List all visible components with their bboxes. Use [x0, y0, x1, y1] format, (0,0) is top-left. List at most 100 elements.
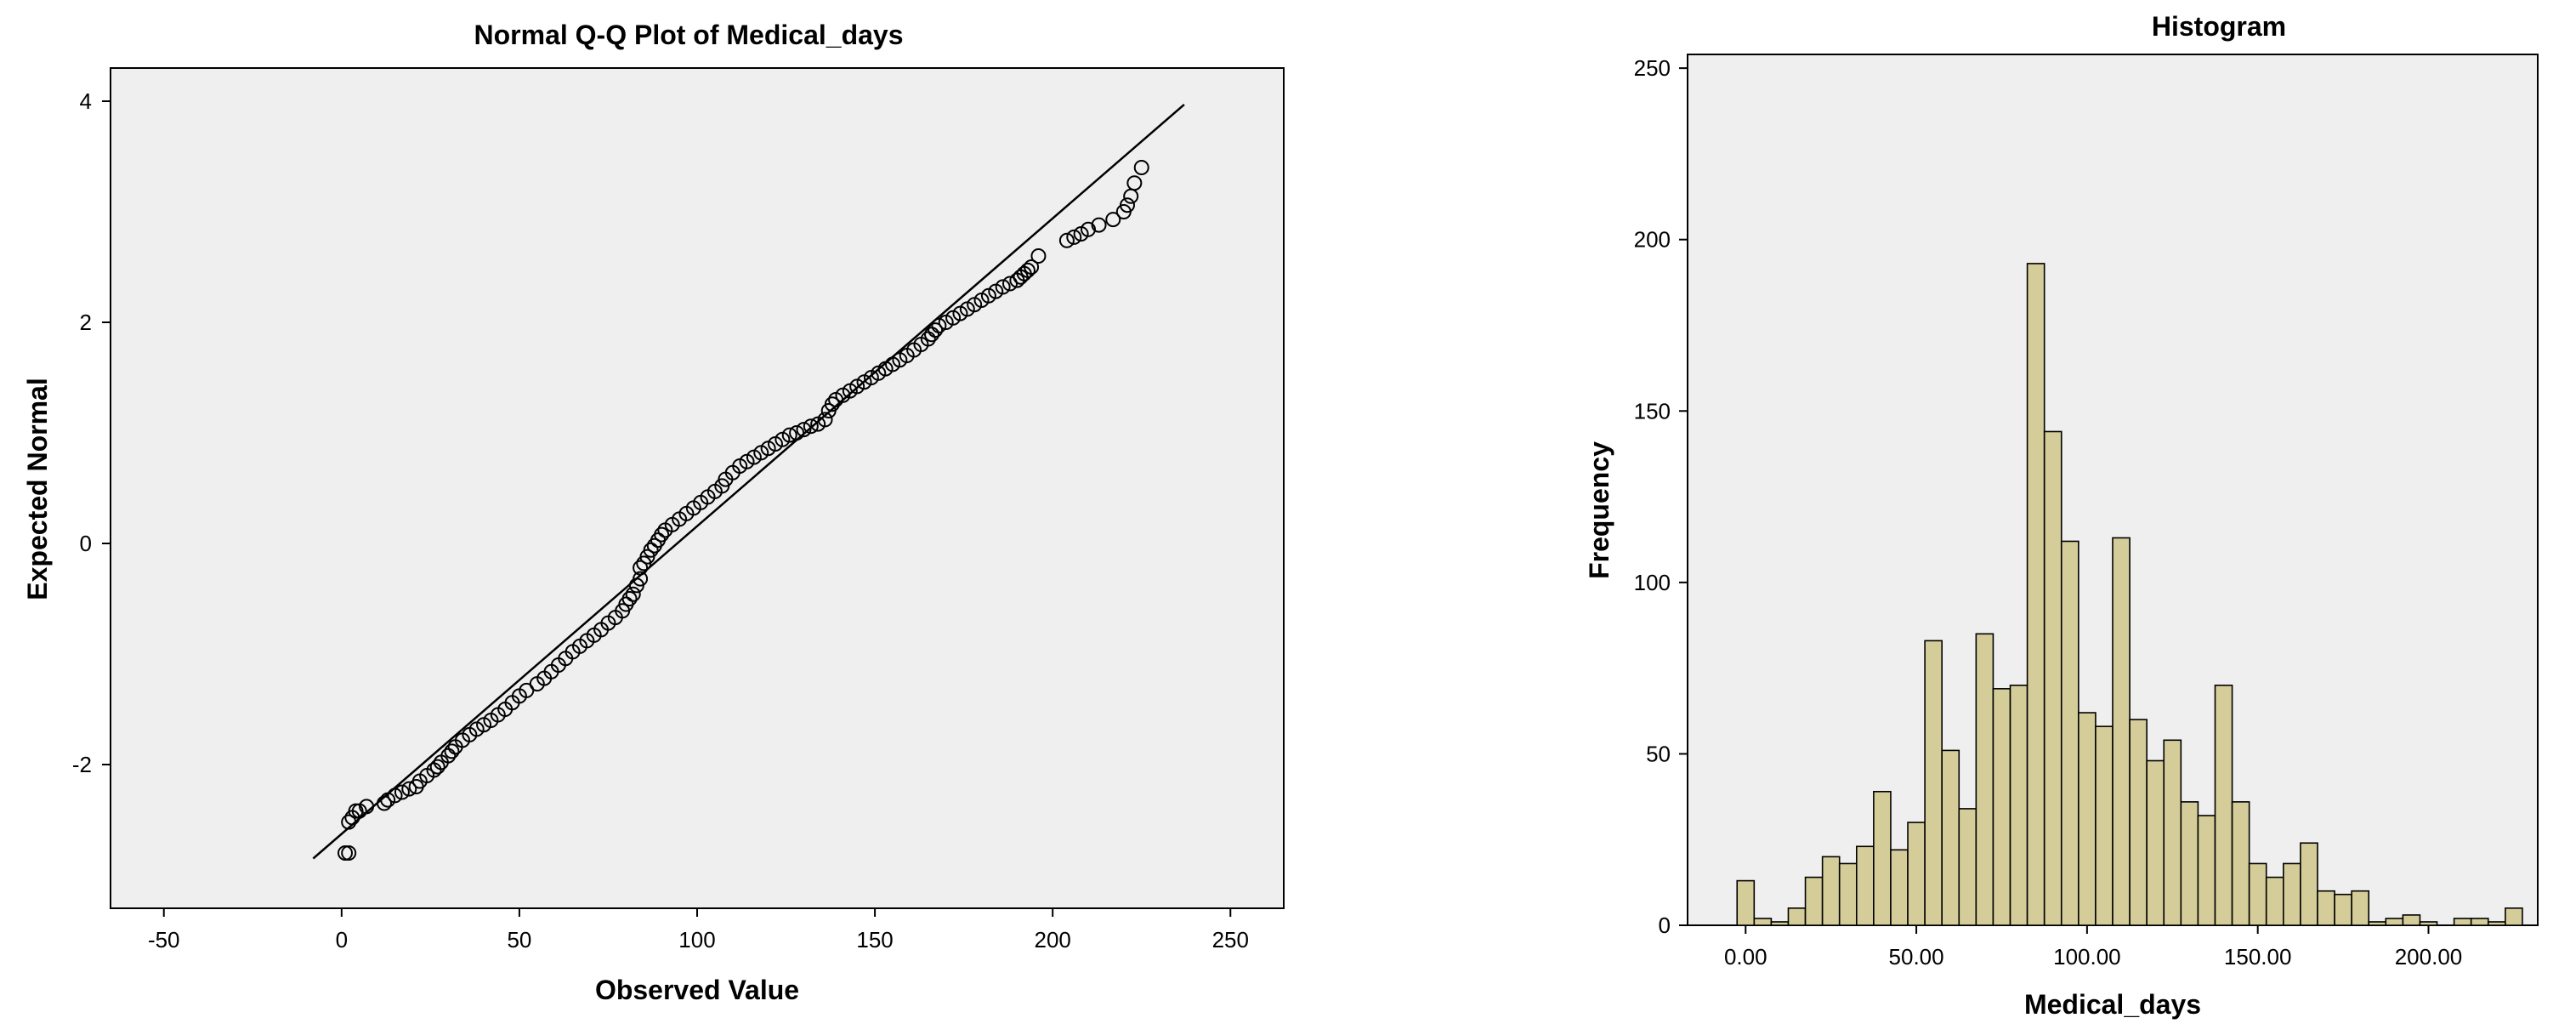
histogram-bar	[2317, 890, 2335, 926]
histogram-bars-layer	[1736, 263, 2523, 926]
qq-point	[341, 845, 357, 861]
histogram-y-tick-label: 100	[1634, 570, 1671, 595]
histogram-bar	[2283, 862, 2301, 926]
histogram-bar	[1907, 822, 1926, 926]
qq-point	[377, 795, 392, 811]
qq-reference-line-layer	[312, 103, 1185, 860]
qq-point	[1126, 175, 1143, 191]
qq-x-tick-label: 50	[507, 927, 531, 953]
qq-x-tick-label: 200	[1034, 927, 1070, 953]
histogram-bar	[1804, 876, 1824, 926]
histogram-bar	[2453, 918, 2472, 926]
histogram-bar	[2265, 876, 2284, 926]
histogram-bar	[1838, 862, 1858, 926]
qq-point	[1133, 160, 1149, 175]
qq-point	[654, 526, 670, 543]
qq-points-layer	[338, 160, 1149, 861]
histogram-bar	[2197, 815, 2216, 926]
qq-point	[519, 682, 535, 698]
qq-point	[789, 425, 805, 441]
qq-point	[621, 591, 638, 606]
histogram-bar	[2300, 842, 2318, 926]
qq-point	[928, 322, 944, 338]
qq-point	[429, 759, 445, 775]
qq-point	[633, 560, 649, 576]
histogram-y-tick-label: 250	[1634, 55, 1671, 81]
histogram-bar	[1873, 790, 1892, 926]
histogram-x-tick-label: 0.00	[1724, 944, 1767, 970]
histogram-bar	[2214, 684, 2233, 926]
qq-point	[1019, 262, 1036, 278]
qq-point	[401, 781, 417, 797]
histogram-bar	[1736, 879, 1756, 926]
histogram-x-tick-label: 50.00	[1889, 944, 1944, 970]
qq-y-axis-label: Expected Normal	[22, 378, 53, 600]
histogram-bar	[1753, 918, 1773, 926]
qq-point	[796, 422, 812, 438]
histogram-bar	[2026, 263, 2045, 926]
histogram-bar	[2470, 918, 2489, 926]
qq-x-tick-label: 150	[856, 927, 893, 953]
histogram-y-tick-label: 50	[1646, 741, 1671, 766]
histogram-bar	[2487, 921, 2506, 926]
histogram-y-axis-label: Frequency	[1584, 441, 1614, 579]
qq-point	[1024, 259, 1040, 275]
qq-point	[1081, 221, 1096, 237]
qq-point	[781, 427, 797, 443]
histogram-y-tick-label: 150	[1634, 398, 1671, 424]
qq-point	[1091, 217, 1107, 233]
histogram-bar	[2112, 537, 2131, 926]
histogram-x-ticks: 0.00 50.00 100.00 150.00 200.00	[1724, 925, 2462, 970]
qq-y-tick-label: 2	[80, 310, 92, 335]
qq-point	[338, 845, 353, 861]
histogram-bar	[1924, 640, 1943, 926]
qq-y-tick-label: 0	[80, 531, 92, 556]
histogram-bar	[2129, 719, 2148, 926]
histogram-bar	[2385, 918, 2404, 926]
histogram-y-tick-label: 200	[1634, 227, 1671, 253]
histogram-bar	[2163, 739, 2182, 926]
qq-plot-panel: Normal Q-Q Plot of Medical_days -50 0 50 10…	[22, 20, 1285, 1005]
qq-point	[995, 279, 1011, 295]
histogram-x-tick-label: 100.00	[2053, 944, 2121, 970]
qq-point	[1120, 197, 1135, 213]
histogram-bar	[2368, 921, 2387, 926]
histogram-bar	[2248, 862, 2267, 926]
histogram-bar	[1787, 907, 1807, 926]
histogram-bar	[1975, 633, 1994, 926]
qq-x-tick-label: 100	[678, 927, 715, 953]
histogram-x-tick-label: 200.00	[2395, 944, 2463, 970]
histogram-bar	[2043, 430, 2063, 926]
qq-point	[931, 317, 947, 333]
histogram-bar	[2402, 914, 2421, 926]
qq-point	[444, 743, 460, 759]
histogram-svg: Histogram 0.00 50.00 100.00 150.00 200.00 25…	[1584, 11, 2539, 1020]
qq-point	[1105, 212, 1121, 228]
histogram-x-tick-label: 150.00	[2224, 944, 2292, 970]
qq-x-tick-label: 0	[336, 927, 348, 953]
histogram-bar	[2146, 759, 2165, 926]
qq-point	[803, 418, 819, 435]
qq-point	[824, 396, 840, 412]
qq-point	[394, 784, 410, 800]
qq-y-tick-label: 4	[80, 88, 92, 114]
qq-x-tick-label: 250	[1212, 927, 1249, 953]
qq-point	[348, 803, 364, 819]
histogram-bar	[1941, 749, 1960, 926]
qq-plot-title: Normal Q-Q Plot of Medical_days	[474, 20, 904, 50]
qq-x-ticks: -50 0 50 100 150 200 250	[148, 908, 1249, 953]
histogram-bar	[1992, 688, 2011, 926]
qq-point	[1058, 232, 1075, 248]
qq-point	[341, 814, 357, 830]
qq-point	[1030, 248, 1047, 264]
qq-point	[1066, 229, 1082, 245]
qq-point	[625, 586, 641, 602]
qq-point	[387, 788, 403, 804]
histogram-bar	[2231, 801, 2250, 926]
qq-y-ticks: 4 2 0 -2	[72, 88, 111, 777]
qq-point	[1002, 276, 1018, 292]
histogram-title: Histogram	[2152, 11, 2286, 42]
histogram-bar	[2078, 712, 2097, 926]
qq-point	[643, 542, 659, 558]
qq-y-tick-label: -2	[72, 752, 92, 777]
